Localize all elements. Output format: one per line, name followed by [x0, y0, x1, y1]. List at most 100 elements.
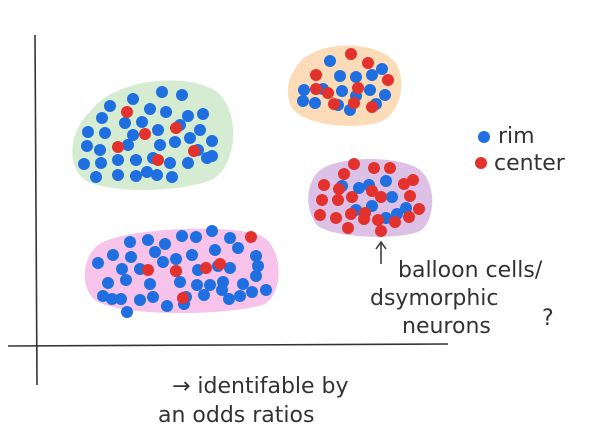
- pink-rim-dot: [246, 286, 258, 298]
- green-rim-dot: [169, 136, 181, 148]
- orange-rim-dot: [376, 63, 388, 75]
- pink-rim-dot: [161, 300, 173, 312]
- purple-center-dot: [333, 183, 345, 195]
- legend-center-dot: [475, 157, 487, 169]
- annotation-question-mark: ?: [542, 306, 554, 331]
- orange-center-dot: [366, 101, 378, 113]
- green-rim-dot: [154, 139, 166, 151]
- green-rim-dot: [95, 157, 107, 169]
- pink-rim-dot: [125, 251, 137, 263]
- pink-rim-dot: [216, 284, 228, 296]
- green-rim-dot: [82, 126, 94, 138]
- green-rim-dot: [130, 170, 142, 182]
- orange-center-dot: [310, 69, 322, 81]
- pink-rim-dot: [120, 274, 132, 286]
- pink-rim-dot: [174, 276, 186, 288]
- green-rim-dot: [130, 154, 142, 166]
- green-rim-dot: [136, 116, 148, 128]
- green-rim-dot: [127, 93, 139, 105]
- purple-center-dot: [330, 212, 342, 224]
- pink-center-dot: [200, 262, 212, 274]
- purple-center-dot: [403, 211, 415, 223]
- pink-center-dot: [142, 264, 154, 276]
- pink-rim-dot: [234, 290, 246, 302]
- pink-rim-dot: [142, 234, 154, 246]
- pink-rim-dot: [191, 279, 203, 291]
- pink-rim-dot: [237, 278, 249, 290]
- pink-rim-dot: [124, 236, 136, 248]
- green-rim-dot: [99, 127, 111, 139]
- green-rim-dot: [127, 129, 139, 141]
- annotation-line-3: neurons: [402, 314, 491, 339]
- orange-rim-dot: [336, 85, 348, 97]
- green-center-dot: [139, 128, 151, 140]
- green-rim-dot: [164, 157, 176, 169]
- green-rim-dot: [182, 157, 194, 169]
- pink-rim-dot: [252, 260, 264, 272]
- pink-rim-dot: [115, 293, 127, 305]
- pink-rim-dot: [250, 250, 262, 262]
- green-rim-dot: [144, 103, 156, 115]
- green-rim-dot: [194, 124, 206, 136]
- pink-rim-dot: [149, 246, 161, 258]
- purple-center-dot: [404, 190, 416, 202]
- green-rim-dot: [112, 169, 124, 181]
- footer-line-2: an odds ratios: [158, 403, 314, 428]
- pink-rim-dot: [176, 230, 188, 242]
- green-rim-dot: [112, 154, 124, 166]
- annotation-line-2: dsymorphic: [370, 286, 499, 311]
- pink-rim-dot: [223, 293, 235, 305]
- green-rim-dot: [122, 139, 134, 151]
- orange-rim-dot: [366, 69, 378, 81]
- green-rim-dot: [166, 171, 178, 183]
- green-rim-dot: [184, 132, 196, 144]
- purple-center-dot: [389, 216, 401, 228]
- green-rim-dot: [160, 106, 172, 118]
- orange-rim-dot: [297, 95, 309, 107]
- legend-rim-dot: [478, 131, 490, 143]
- purple-center-dot: [375, 225, 387, 237]
- orange-center-dot: [382, 74, 394, 86]
- green-rim-dot: [78, 158, 90, 170]
- green-rim-dot: [152, 124, 164, 136]
- orange-rim-dot: [364, 84, 376, 96]
- purple-center-dot: [346, 191, 358, 203]
- green-rim-dot: [156, 86, 168, 98]
- pink-rim-dot: [260, 284, 272, 296]
- green-center-dot: [188, 145, 200, 157]
- orange-rim-dot: [350, 71, 362, 83]
- green-rim-dot: [206, 150, 218, 162]
- purple-center-dot: [314, 209, 326, 221]
- green-center-dot: [152, 154, 164, 166]
- pink-rim-dot: [134, 294, 146, 306]
- green-rim-dot: [151, 169, 163, 181]
- pink-rim-dot: [147, 291, 159, 303]
- green-rim-dot: [141, 166, 153, 178]
- purple-center-dot: [407, 174, 419, 186]
- pink-rim-dot: [232, 242, 244, 254]
- orange-center-dot: [345, 48, 357, 60]
- green-rim-dot: [119, 117, 131, 129]
- green-rim-dot: [176, 89, 188, 101]
- pink-rim-dot: [107, 249, 119, 261]
- pink-rim-dot: [204, 279, 216, 291]
- green-center-dot: [121, 106, 133, 118]
- orange-center-dot: [310, 83, 322, 95]
- pink-rim-dot: [170, 253, 182, 265]
- pink-rim-dot: [92, 257, 104, 269]
- purple-center-dot: [345, 208, 357, 220]
- purple-center-dot: [368, 162, 380, 174]
- purple-center-dot: [338, 168, 350, 180]
- pink-rim-dot: [206, 225, 218, 237]
- legend-rim-label: rim: [498, 124, 535, 149]
- purple-center-dot: [366, 185, 378, 197]
- green-rim-dot: [104, 100, 116, 112]
- orange-rim-dot: [309, 97, 321, 109]
- pink-center-dot: [245, 231, 257, 243]
- purple-center-dot: [359, 207, 371, 219]
- pink-rim-dot: [159, 238, 171, 250]
- y-axis: [34, 34, 38, 386]
- green-rim-dot: [182, 110, 194, 122]
- purple-center-dot: [398, 178, 410, 190]
